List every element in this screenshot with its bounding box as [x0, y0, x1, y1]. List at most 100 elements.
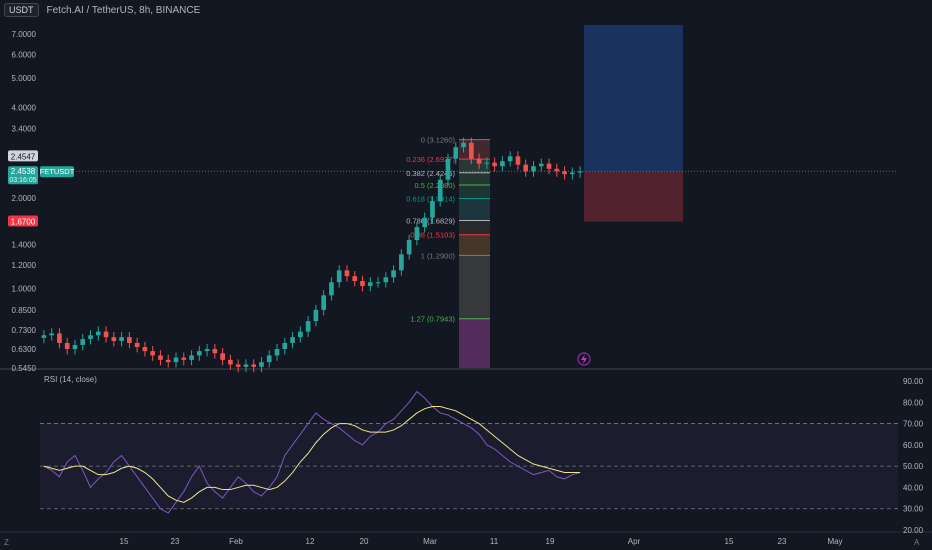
- auto-scale-button[interactable]: A: [914, 538, 920, 547]
- candle-body: [562, 171, 567, 175]
- fib-level-label: 1.27 (0.7943): [410, 315, 455, 324]
- price-tick-label: 5.0000: [12, 74, 37, 83]
- candle-body: [274, 349, 280, 356]
- candle-body: [406, 240, 412, 255]
- candle-body: [150, 351, 156, 356]
- price-tick-label: 0.8500: [12, 306, 37, 315]
- position-stop-zone: [584, 171, 683, 222]
- candle-body: [538, 163, 544, 167]
- price-tick-label: 7.0000: [12, 30, 37, 39]
- price-tick-label: 2.0000: [12, 194, 37, 203]
- candle-body: [375, 282, 381, 284]
- candle-body: [344, 270, 350, 277]
- candle-body: [111, 337, 117, 341]
- candle-body: [546, 163, 552, 169]
- fib-zone: [459, 234, 490, 256]
- candle-body: [391, 270, 396, 278]
- top-bar: USDT Fetch.AI / TetherUS, 8h, BINANCE: [0, 0, 200, 20]
- time-tick-label: 12: [306, 537, 315, 546]
- candle-body: [142, 346, 148, 352]
- candle-body: [321, 295, 326, 310]
- fib-level-label: 1 (1.2900): [421, 251, 456, 260]
- rsi-tick-label: 50.00: [903, 462, 924, 471]
- candle-body: [329, 282, 334, 296]
- price-tick-label: 1.0000: [12, 285, 37, 294]
- fib-level-label: 0.786 (1.6829): [406, 217, 455, 226]
- candle-body: [235, 364, 241, 367]
- candle-body: [80, 339, 86, 345]
- price-tick-label: 0.5450: [12, 364, 37, 373]
- candle-body: [383, 277, 389, 283]
- candle-body: [414, 227, 420, 241]
- candle-body: [266, 355, 272, 363]
- time-tick-label: Apr: [628, 537, 641, 546]
- candle-body: [531, 166, 536, 172]
- position-target-zone: [584, 25, 683, 172]
- candle-body: [360, 281, 365, 287]
- fib-level-label: 0 (3.1260): [421, 136, 456, 145]
- fib-level-label: 0.618 (1.9914): [406, 195, 455, 204]
- candle-body: [41, 335, 47, 338]
- candle-body: [95, 331, 101, 336]
- time-tick-label: 20: [360, 537, 369, 546]
- candle-body: [476, 158, 482, 164]
- candle-body: [437, 179, 443, 202]
- fib-zone: [459, 139, 490, 160]
- rsi-title: RSI (14, close): [44, 375, 97, 384]
- lightning-icon: [577, 352, 591, 366]
- price-tick-label: 0.7300: [12, 326, 37, 335]
- candle-body: [173, 357, 179, 363]
- candle-body: [220, 353, 225, 360]
- candle-body: [554, 168, 560, 172]
- price-tick-label: 0.6300: [12, 345, 37, 354]
- symbol-tag: [40, 166, 74, 178]
- rsi-tick-label: 20.00: [903, 526, 924, 535]
- candle-body: [305, 321, 311, 332]
- rsi-ma-line: [43, 406, 581, 503]
- candle-body: [336, 270, 342, 283]
- candle-body: [251, 364, 257, 367]
- candle-body: [430, 201, 435, 218]
- candle-body: [515, 156, 521, 165]
- candle-body: [64, 342, 70, 350]
- rsi-tick-label: 90.00: [903, 377, 924, 386]
- fib-zone: [459, 185, 490, 199]
- symbol-tag-label: FETUSDT: [40, 167, 75, 176]
- time-tick-label: May: [827, 537, 842, 546]
- time-tick-label: 23: [778, 537, 787, 546]
- time-tick-label: Mar: [423, 537, 437, 546]
- time-tick-label: 19: [546, 537, 555, 546]
- fib-zone: [459, 255, 490, 319]
- price-tick-label: 3.4000: [12, 125, 37, 134]
- rsi-tick-label: 70.00: [903, 420, 924, 429]
- candle-body: [158, 355, 163, 360]
- rsi-tick-label: 30.00: [903, 505, 924, 514]
- price-tick-label: 1.4000: [12, 241, 37, 250]
- candle-body: [204, 349, 210, 352]
- candle-body: [290, 337, 295, 343]
- candle-body: [422, 217, 428, 228]
- currency-button[interactable]: USDT: [4, 3, 39, 17]
- time-tick-label: 15: [120, 537, 129, 546]
- fib-level-label: 0.382 (2.4246): [406, 169, 455, 178]
- rsi-line: [43, 390, 581, 514]
- price-tick-label: 4.0000: [12, 103, 37, 112]
- candle-body: [196, 351, 202, 356]
- fib-zone: [459, 172, 490, 186]
- candle-body: [570, 172, 575, 175]
- candle-body: [577, 171, 583, 173]
- candle-body: [461, 142, 466, 148]
- candle-body: [445, 158, 451, 180]
- price-tick-label: 6.0000: [12, 50, 37, 59]
- current-price-tag: [8, 150, 38, 162]
- time-tick-label: 23: [171, 537, 180, 546]
- candle-body: [243, 364, 249, 367]
- lightning-bolt: [581, 354, 587, 364]
- candle-body: [367, 282, 373, 287]
- fib-zone: [459, 220, 490, 235]
- timezone-button[interactable]: Z: [4, 538, 9, 547]
- candle-body: [282, 342, 288, 350]
- countdown-label: 03:16:05: [9, 177, 36, 184]
- candle-body: [399, 254, 404, 271]
